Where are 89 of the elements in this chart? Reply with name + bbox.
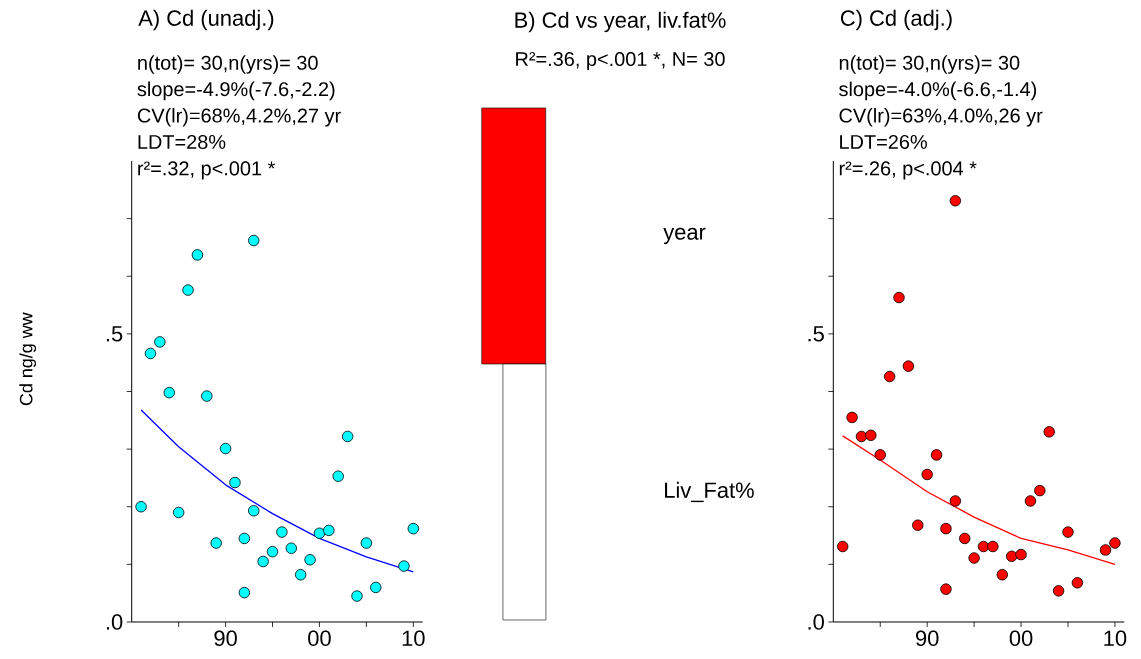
point bbox=[294, 569, 307, 581]
point bbox=[276, 526, 288, 538]
y-tick-label: .0 bbox=[808, 614, 824, 630]
point bbox=[1062, 526, 1074, 538]
x-tick-label: 00 bbox=[1009, 630, 1033, 647]
point bbox=[1005, 550, 1018, 562]
chart-title: C) Cd (adj.) bbox=[840, 9, 952, 31]
text: LDT=28% bbox=[138, 134, 226, 150]
point bbox=[1034, 484, 1046, 497]
point bbox=[940, 522, 952, 535]
point bbox=[977, 540, 990, 553]
point bbox=[996, 569, 1008, 581]
x-tick-label: 90 bbox=[916, 630, 939, 647]
point bbox=[1071, 577, 1084, 589]
point bbox=[902, 360, 915, 372]
point bbox=[154, 336, 166, 348]
point bbox=[921, 468, 933, 481]
y-axis-title: Cd ng/g ww bbox=[19, 312, 37, 406]
point bbox=[360, 537, 373, 549]
line-series bbox=[140, 409, 414, 573]
text: slope=-4.0%(-6.6,-1.4) bbox=[839, 81, 1037, 101]
line-series bbox=[842, 435, 1116, 566]
point bbox=[883, 370, 896, 383]
point bbox=[341, 430, 354, 443]
text: LDT=26% bbox=[840, 134, 927, 150]
point bbox=[949, 195, 962, 207]
point bbox=[940, 583, 952, 595]
text: B) Cd vs year, liv.fat% bbox=[515, 11, 726, 33]
point bbox=[1024, 495, 1037, 507]
text: R²=.36, p<.001 *, N= 30 bbox=[516, 51, 725, 71]
point bbox=[1015, 548, 1027, 561]
point bbox=[874, 449, 886, 461]
point bbox=[968, 552, 980, 564]
point bbox=[930, 449, 943, 461]
annotation: r²=.32, p<.001 * bbox=[138, 161, 276, 180]
y-tick-label: .5 bbox=[106, 326, 123, 342]
point bbox=[846, 411, 858, 424]
point bbox=[285, 542, 297, 554]
point bbox=[172, 506, 185, 519]
point bbox=[959, 532, 971, 545]
point bbox=[1099, 544, 1112, 556]
point bbox=[266, 545, 279, 558]
text: n(tot)= 30,n(yrs)= 30 bbox=[138, 55, 318, 74]
point bbox=[837, 540, 849, 553]
point bbox=[407, 522, 420, 535]
point bbox=[370, 581, 382, 594]
point bbox=[323, 524, 335, 537]
point bbox=[191, 249, 204, 261]
point bbox=[248, 234, 260, 247]
x-tick-label: 10 bbox=[402, 630, 425, 647]
point bbox=[893, 291, 905, 304]
text: Liv_Fat% bbox=[665, 481, 754, 503]
point bbox=[398, 560, 410, 572]
point bbox=[257, 555, 269, 568]
point bbox=[332, 470, 344, 482]
point bbox=[855, 430, 868, 443]
point bbox=[351, 590, 363, 602]
point bbox=[135, 501, 147, 513]
point bbox=[1109, 537, 1121, 549]
x-tick-label: 00 bbox=[308, 630, 331, 647]
chart-title: A) Cd (unadj.) bbox=[138, 9, 274, 31]
text: CV(lr)=63%,4.0%,26 yr bbox=[839, 108, 1043, 127]
point bbox=[219, 442, 232, 455]
point bbox=[865, 429, 877, 441]
x-tick-label: 10 bbox=[1104, 630, 1127, 647]
point bbox=[248, 505, 260, 517]
point bbox=[238, 586, 251, 599]
y-tick-label: .5 bbox=[808, 326, 824, 342]
point bbox=[304, 554, 316, 566]
point bbox=[210, 537, 222, 549]
point bbox=[313, 527, 326, 539]
point bbox=[229, 476, 241, 489]
text: n(tot)= 30,n(yrs)= 30 bbox=[839, 55, 1020, 74]
text: slope=-4.9%(-7.6,-2.2) bbox=[137, 81, 335, 101]
point bbox=[987, 540, 999, 553]
point bbox=[182, 284, 194, 296]
point bbox=[201, 390, 213, 402]
point bbox=[949, 495, 962, 507]
y-tick-label: .0 bbox=[106, 614, 123, 630]
point bbox=[144, 347, 157, 360]
point bbox=[238, 532, 251, 545]
point bbox=[1052, 585, 1065, 597]
point bbox=[163, 386, 175, 399]
annotation: r²=.26, p<.004 * bbox=[839, 161, 977, 180]
text: year bbox=[663, 227, 706, 245]
point bbox=[912, 519, 924, 531]
x-tick-label: 90 bbox=[214, 630, 237, 647]
point bbox=[1043, 426, 1055, 438]
text: CV(lr)=68%,4.2%,27 yr bbox=[137, 108, 341, 127]
